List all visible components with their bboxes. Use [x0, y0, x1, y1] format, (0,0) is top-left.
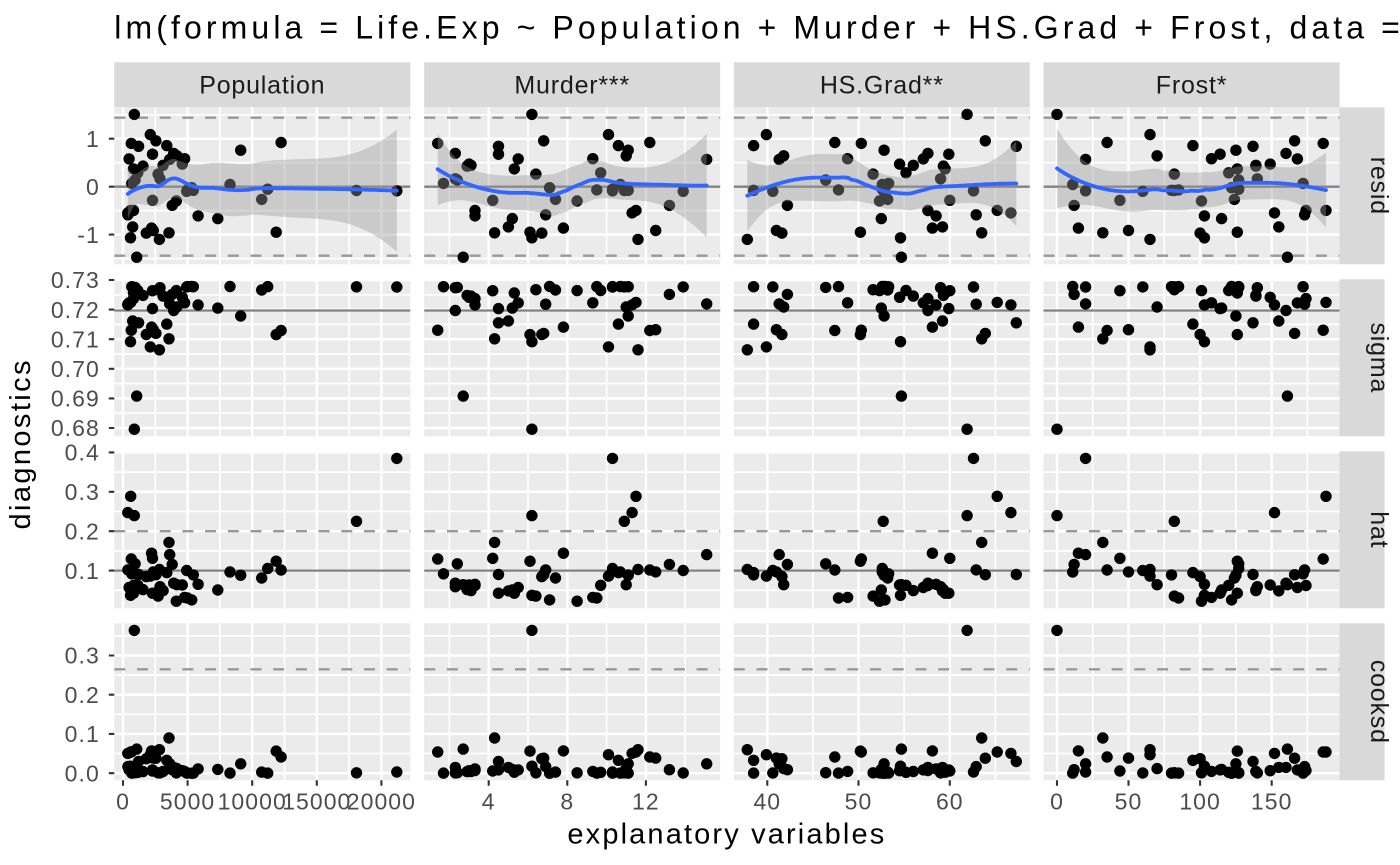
svg-text:resid: resid — [1365, 157, 1393, 215]
svg-text:0.1: 0.1 — [65, 721, 100, 747]
svg-text:Population: Population — [199, 72, 325, 100]
svg-text:8: 8 — [560, 788, 574, 814]
svg-text:50: 50 — [1115, 788, 1143, 814]
svg-text:0: 0 — [86, 174, 100, 200]
svg-text:0.3: 0.3 — [65, 479, 100, 505]
svg-text:10000: 10000 — [218, 788, 287, 814]
svg-text:0.0: 0.0 — [65, 760, 100, 786]
svg-text:hat: hat — [1365, 511, 1393, 548]
svg-text:4: 4 — [482, 788, 496, 814]
svg-text:0.71: 0.71 — [51, 326, 100, 352]
svg-text:50: 50 — [845, 788, 873, 814]
svg-text:0: 0 — [116, 788, 130, 814]
svg-text:cooksd: cooksd — [1365, 660, 1393, 744]
svg-text:150: 150 — [1251, 788, 1293, 814]
svg-text:0.1: 0.1 — [65, 558, 100, 584]
svg-text:0.4: 0.4 — [65, 440, 100, 466]
svg-text:sigma: sigma — [1365, 322, 1393, 393]
svg-text:0.2: 0.2 — [65, 682, 100, 708]
svg-text:explanatory variables: explanatory variables — [567, 819, 886, 851]
svg-text:Frost*: Frost* — [1156, 72, 1227, 100]
svg-text:100: 100 — [1179, 788, 1221, 814]
svg-text:0.69: 0.69 — [51, 386, 100, 412]
svg-text:0.2: 0.2 — [65, 518, 100, 544]
svg-text:0: 0 — [1050, 788, 1064, 814]
svg-text:1: 1 — [86, 126, 100, 152]
svg-text:Murder***: Murder*** — [514, 72, 630, 100]
svg-text:0.3: 0.3 — [65, 643, 100, 669]
svg-text:diagnostics: diagnostics — [5, 358, 37, 530]
svg-text:lm(formula = Life.Exp ~ Popula: lm(formula = Life.Exp ~ Population + Mur… — [114, 10, 1400, 46]
svg-text:0.72: 0.72 — [51, 297, 100, 323]
svg-text:15000: 15000 — [282, 788, 351, 814]
svg-text:-1: -1 — [77, 222, 100, 248]
svg-text:0.68: 0.68 — [51, 415, 100, 441]
svg-text:20000: 20000 — [347, 788, 416, 814]
svg-text:40: 40 — [753, 788, 781, 814]
svg-text:HS.Grad**: HS.Grad** — [820, 72, 944, 100]
svg-text:60: 60 — [936, 788, 964, 814]
svg-text:12: 12 — [632, 788, 660, 814]
svg-text:0.73: 0.73 — [51, 267, 100, 293]
svg-text:5000: 5000 — [160, 788, 215, 814]
svg-text:0.70: 0.70 — [51, 356, 100, 382]
